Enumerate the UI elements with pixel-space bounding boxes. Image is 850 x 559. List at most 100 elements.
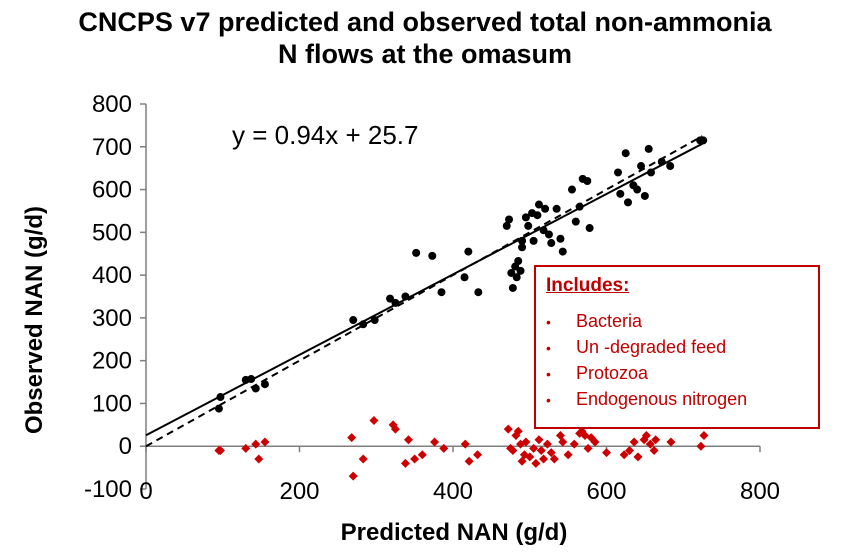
residual-point	[460, 439, 470, 449]
residual-point	[546, 448, 556, 458]
observed-point	[474, 288, 483, 297]
residual-point	[473, 450, 483, 460]
observed-point	[428, 251, 437, 260]
axes	[140, 103, 761, 490]
residual-point	[534, 435, 544, 445]
residual-point	[602, 448, 611, 458]
x-tick-label: 400	[433, 478, 473, 505]
residual-point	[563, 450, 573, 460]
residual-point	[430, 437, 440, 447]
trend-lines	[145, 135, 703, 448]
residual-point	[260, 437, 270, 447]
observed-point	[518, 236, 527, 245]
residual-point	[536, 446, 546, 455]
residual-point	[254, 454, 264, 464]
x-tick-label: 200	[279, 478, 319, 505]
residual-point	[666, 437, 676, 447]
observed-point	[349, 316, 358, 325]
y-tick-label: 600	[92, 177, 132, 204]
residual-point	[531, 458, 541, 468]
observed-point	[260, 380, 269, 389]
legend-item-undegraded-feed: • Un -degraded feed	[546, 335, 747, 361]
residual-point	[508, 446, 518, 455]
legend-list: • Bacteria • Un -degraded feed • Protozoa •…	[546, 309, 747, 413]
y-tick-label: 700	[92, 134, 132, 161]
residual-point	[215, 446, 225, 455]
unity-line	[145, 135, 703, 448]
observed-point	[534, 200, 543, 209]
observed-point	[623, 198, 632, 207]
observed-point	[558, 247, 567, 256]
observed-point	[657, 157, 666, 166]
residual-point	[251, 439, 261, 449]
residual-point	[590, 437, 600, 447]
x-tick-label: 800	[740, 478, 780, 505]
bullet-icon: •	[546, 392, 551, 408]
legend-item-label: Bacteria	[576, 311, 643, 331]
residual-point	[439, 443, 449, 453]
y-tick-label: 100	[92, 390, 132, 417]
observed-point	[616, 189, 625, 198]
residual-point	[629, 437, 639, 447]
observed-point	[539, 226, 548, 235]
chart-title-line-2: N flows at the omasum	[277, 39, 573, 69]
y-tick-label: -100	[84, 476, 132, 503]
observed-point	[666, 162, 675, 171]
residual-point	[641, 431, 651, 441]
observed-point	[505, 215, 514, 224]
bullet-icon: •	[546, 340, 551, 356]
observed-point	[437, 288, 446, 297]
observed-point	[391, 298, 400, 307]
observed-point	[699, 136, 708, 145]
observed-point	[583, 177, 592, 185]
residual-point	[558, 437, 568, 447]
x-tick-labels: 0 200 400 600 800	[139, 478, 780, 505]
residual-point	[347, 433, 357, 443]
observed-point	[386, 294, 395, 303]
observed-point	[647, 168, 656, 177]
residual-point	[649, 446, 659, 455]
regression-line	[145, 142, 703, 437]
residual-point	[348, 471, 358, 481]
observed-point	[614, 168, 623, 177]
y-tick-label: 500	[92, 219, 132, 246]
legend-item-label: Endogenous nitrogen	[576, 389, 748, 409]
y-tick-label: 400	[92, 262, 132, 289]
residual-point	[503, 424, 513, 434]
residual-point	[549, 454, 559, 464]
observed-point	[571, 217, 580, 226]
y-tick-label: 800	[92, 91, 132, 118]
legend-item-endogenous-nitrogen: • Endogenous nitrogen	[546, 387, 747, 413]
residual-point	[529, 443, 539, 453]
residual-point	[625, 446, 635, 455]
observed-point	[247, 375, 256, 384]
observed-point	[544, 230, 553, 239]
observed-point	[541, 204, 550, 213]
observed-point	[556, 234, 565, 243]
legend-item-label: Un -degraded feed	[576, 337, 727, 357]
residual-point	[542, 439, 552, 449]
residual-point	[400, 458, 410, 468]
observed-point	[359, 320, 368, 329]
residual-point	[390, 424, 400, 434]
residual-point	[539, 454, 549, 464]
observed-point	[547, 239, 556, 248]
observed-point	[514, 256, 523, 265]
observed-point	[644, 144, 653, 153]
observed-point	[640, 191, 649, 200]
y-tick-labels: -100 0 100 200 300 400 500 600 700 800	[84, 91, 132, 503]
legend-title: Includes:	[546, 275, 630, 296]
legend-box: Includes: • Bacteria • Un -degraded feed •…	[534, 265, 820, 429]
residual-point	[464, 456, 474, 466]
residual-point	[569, 439, 579, 449]
residual-point	[619, 450, 629, 460]
y-tick-label: 0	[119, 433, 132, 460]
residual-point	[410, 454, 420, 464]
legend-item-protozoa: • Protozoa	[546, 361, 747, 387]
observed-point	[637, 162, 646, 171]
observed-point	[575, 202, 584, 211]
legend-item-bacteria: • Bacteria	[546, 309, 747, 335]
observed-point	[412, 248, 421, 257]
y-axis-label: Observed NAN (g/d)	[21, 206, 48, 434]
